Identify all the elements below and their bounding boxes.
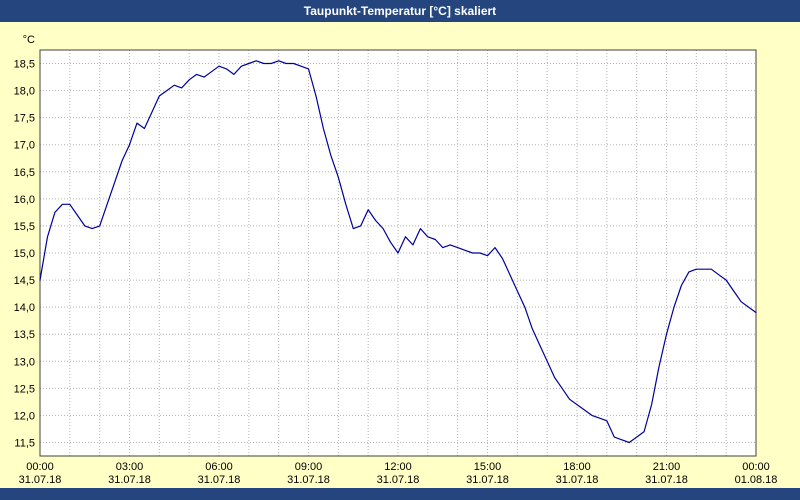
x-tick-time-label: 18:00 — [563, 461, 591, 473]
y-tick-label: 16,5 — [14, 167, 35, 179]
y-tick-label: 13,0 — [14, 356, 35, 368]
x-tick-time-label: 15:00 — [474, 461, 502, 473]
x-tick-date-label: 31.07.18 — [377, 474, 420, 486]
y-tick-label: 14,5 — [14, 275, 35, 287]
y-tick-label: 18,0 — [14, 86, 35, 98]
x-tick-time-label: 03:00 — [116, 461, 144, 473]
x-tick-time-label: 00:00 — [26, 461, 54, 473]
x-tick-time-label: 00:00 — [742, 461, 770, 473]
x-tick-date-label: 31.07.18 — [466, 474, 509, 486]
x-tick-date-label: 31.07.18 — [19, 474, 62, 486]
x-tick-time-label: 06:00 — [205, 461, 233, 473]
y-tick-label: 13,5 — [14, 329, 35, 341]
x-tick-date-label: 31.07.18 — [556, 474, 599, 486]
y-tick-label: 14,0 — [14, 302, 35, 314]
bottom-bar — [0, 488, 800, 500]
y-axis-unit-label: °C — [23, 34, 35, 46]
y-tick-label: 15,0 — [14, 248, 35, 260]
x-tick-date-label: 31.07.18 — [287, 474, 330, 486]
y-tick-label: 12,0 — [14, 410, 35, 422]
x-tick-date-label: 01.08.18 — [735, 474, 778, 486]
y-tick-label: 12,5 — [14, 383, 35, 395]
x-tick-time-label: 21:00 — [653, 461, 681, 473]
x-tick-date-label: 31.07.18 — [198, 474, 241, 486]
y-tick-label: 18,5 — [14, 59, 35, 71]
y-tick-label: 17,0 — [14, 140, 35, 152]
x-tick-time-label: 09:00 — [295, 461, 323, 473]
y-tick-label: 17,5 — [14, 113, 35, 125]
y-tick-label: 15,5 — [14, 221, 35, 233]
x-tick-time-label: 12:00 — [384, 461, 412, 473]
x-tick-date-label: 31.07.18 — [108, 474, 151, 486]
y-tick-label: 11,5 — [14, 437, 35, 449]
chart-title: Taupunkt-Temperatur [°C] skaliert — [303, 4, 497, 18]
plot-border — [39, 49, 757, 457]
y-tick-label: 16,0 — [14, 194, 35, 206]
title-bar: Taupunkt-Temperatur [°C] skaliert — [0, 0, 800, 22]
x-tick-date-label: 31.07.18 — [645, 474, 688, 486]
dewpoint-line — [39, 60, 757, 444]
